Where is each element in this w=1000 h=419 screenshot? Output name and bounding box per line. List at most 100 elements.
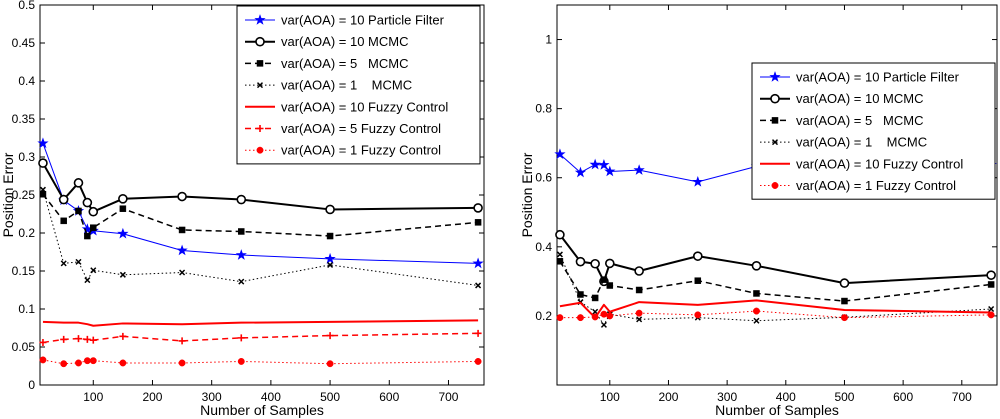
data-point — [326, 232, 334, 240]
legend-label: var(AOA) = 1 MCMC — [281, 78, 412, 93]
data-point — [606, 282, 614, 289]
y-tick-label: 0.45 — [12, 36, 36, 50]
data-point — [235, 249, 247, 260]
series-1 — [555, 229, 996, 288]
x-tick-label: 600 — [379, 390, 399, 404]
data-point — [475, 282, 482, 289]
data-point — [37, 137, 49, 149]
data-point — [119, 332, 127, 340]
data-point — [589, 158, 601, 170]
data-point — [178, 337, 186, 345]
x-axis-label: Number of Samples — [715, 402, 839, 418]
series-line — [42, 319, 479, 327]
data-point — [555, 229, 565, 240]
data-point — [326, 332, 334, 340]
data-point — [591, 294, 599, 302]
y-tick-label: 0.3 — [18, 150, 35, 164]
data-point — [600, 310, 608, 318]
series-line — [42, 189, 479, 286]
series-line — [42, 162, 479, 213]
series-line — [42, 193, 479, 237]
data-point — [75, 207, 82, 215]
series-4 — [42, 319, 479, 327]
legend: var(AOA) = 10 Particle Filter var(AOA) = … — [236, 5, 481, 165]
data-point — [986, 270, 996, 280]
series-line — [559, 310, 992, 319]
legend-marker — [256, 125, 264, 132]
series-line — [559, 299, 992, 319]
data-point — [178, 359, 186, 367]
data-point — [236, 194, 247, 205]
series-line — [559, 260, 992, 302]
legend-label: var(AOA) = 10 Fuzzy Control — [796, 156, 963, 171]
x-tick-label: 200 — [658, 390, 678, 404]
legend-marker — [770, 93, 780, 104]
y-tick-label: 0.2 — [18, 226, 35, 240]
data-point — [83, 357, 91, 365]
legend-marker — [771, 139, 779, 146]
data-point — [82, 197, 93, 208]
data-point — [326, 360, 334, 368]
series-2 — [556, 258, 995, 305]
x-tick-label: 200 — [142, 390, 162, 404]
data-point — [987, 311, 995, 319]
data-point — [177, 191, 187, 202]
data-point — [635, 286, 643, 294]
data-point — [590, 258, 600, 269]
x-tick-label: 100 — [83, 390, 103, 404]
data-point — [633, 164, 645, 175]
series-line — [559, 234, 992, 285]
data-point — [117, 227, 129, 239]
legend-marker — [256, 60, 264, 67]
data-point — [325, 204, 335, 215]
data-point — [634, 266, 644, 276]
x-tick-label: 400 — [776, 390, 796, 404]
y-tick-label: 0.2 — [535, 309, 552, 323]
left-chart: 100 200 300 400 500 600 700 0 0.05 0.1 0.15 0.2 0.25… — [0, 0, 485, 418]
legend-box — [236, 5, 481, 165]
data-point — [237, 357, 245, 365]
data-point — [89, 336, 97, 344]
data-point — [598, 159, 610, 170]
data-point — [38, 158, 48, 168]
series-2 — [39, 190, 482, 240]
series-line — [559, 254, 992, 326]
data-point — [574, 166, 587, 178]
data-point — [179, 269, 186, 276]
data-point — [39, 356, 47, 364]
y-tick-label: 0.5 — [18, 0, 35, 12]
legend-label: var(AOA) = 10 Particle Filter — [281, 13, 445, 28]
legend-label: var(AOA) = 5 MCMC — [796, 113, 924, 128]
y-tick-label: 0.25 — [12, 188, 36, 202]
series-3 — [39, 186, 482, 289]
legend-label: var(AOA) = 1 Fuzzy Control — [796, 178, 956, 193]
legend-label: var(AOA) = 5 MCMC — [281, 56, 409, 71]
x-tick-label: 700 — [438, 390, 458, 404]
x-axis-label: Number of Samples — [200, 402, 324, 418]
data-point — [75, 359, 82, 367]
data-point — [178, 226, 186, 234]
legend-marker — [255, 36, 265, 47]
data-point — [176, 244, 188, 256]
data-point — [577, 291, 584, 298]
series-1 — [38, 158, 483, 217]
data-point — [474, 219, 482, 226]
data-point — [592, 308, 599, 315]
legend-marker — [769, 71, 781, 82]
series-6 — [39, 356, 482, 368]
data-point — [90, 224, 97, 231]
data-point — [600, 276, 608, 283]
legend: var(AOA) = 10 Particle Filter var(AOA) = … — [751, 62, 996, 200]
x-tick-label: 600 — [893, 390, 913, 404]
y-tick-label: 0.35 — [12, 112, 36, 126]
data-point — [118, 194, 128, 204]
data-point — [84, 232, 91, 240]
data-point — [39, 190, 47, 198]
data-point — [694, 311, 702, 319]
data-point — [692, 251, 703, 261]
data-point — [636, 316, 643, 323]
data-point — [635, 309, 643, 317]
data-point — [83, 335, 91, 343]
data-point — [556, 251, 563, 258]
